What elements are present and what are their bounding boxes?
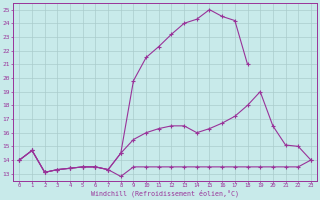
- X-axis label: Windchill (Refroidissement éolien,°C): Windchill (Refroidissement éolien,°C): [91, 190, 239, 197]
